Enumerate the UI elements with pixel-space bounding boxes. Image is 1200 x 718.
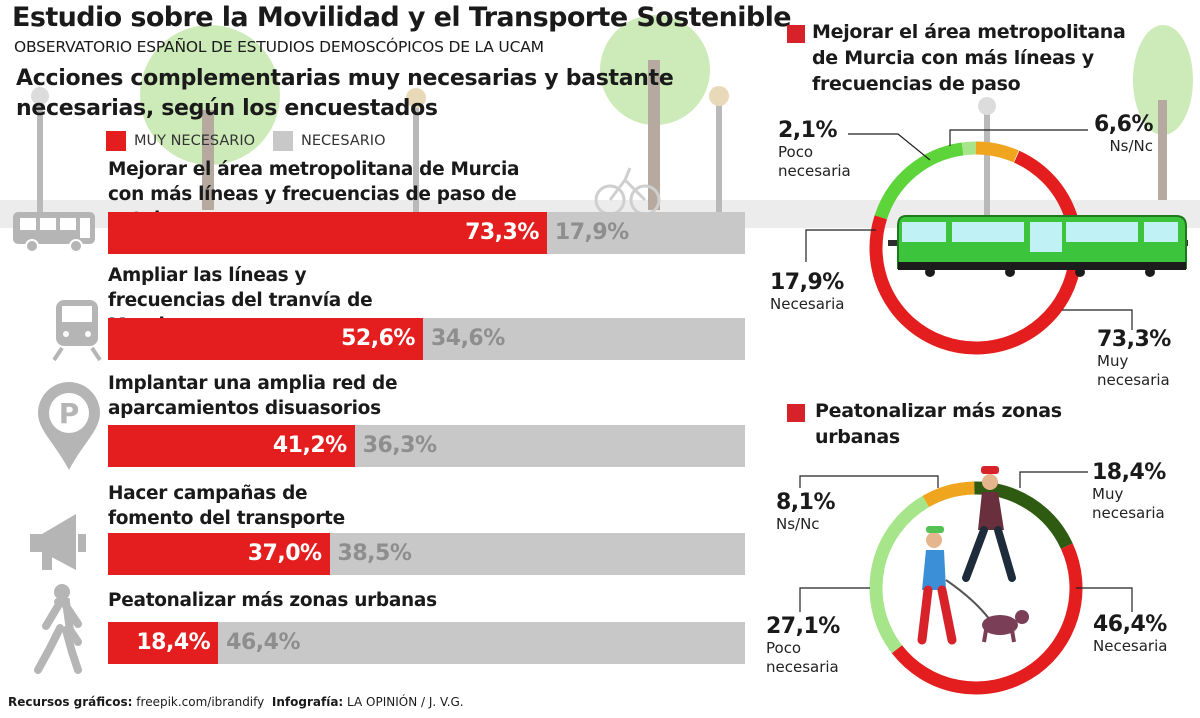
donut1-lbl-nec: Necesaria [770, 295, 845, 313]
donut1-title-marker [787, 25, 805, 43]
svg-text:P: P [59, 397, 80, 430]
donut2-lbl-muy: Muy necesaria [1092, 485, 1165, 522]
chart-legend: MUY NECESARIO NECESARIO [106, 131, 404, 151]
bar-muy-value: 37,0% [247, 541, 322, 566]
bar-necesario-value: 38,5% [337, 541, 412, 566]
tree-illustration [140, 15, 1193, 210]
donut1-pct-muy: 73,3% [1097, 327, 1171, 352]
bar-muy-necesario [108, 318, 423, 360]
footer-resources-label: Recursos gráficos: [8, 695, 133, 709]
donut2-label-nec: 46,4% Necesaria [1093, 612, 1167, 656]
street-lamp [984, 110, 990, 230]
page-subtitle: OBSERVATORIO ESPAÑOL DE ESTUDIOS DEMOSCÓ… [14, 38, 544, 56]
street-lamp [31, 86, 729, 212]
donut1-lbl-poco: Poco necesaria [778, 143, 851, 180]
pedestrian-icon [34, 584, 82, 674]
footer-resources-value: freepik.com/ibrandify [136, 695, 265, 709]
bar-necesario-value: 34,6% [430, 326, 505, 351]
donut1-pct-poco: 2,1% [778, 118, 838, 143]
bar-muy-value: 52,6% [341, 326, 415, 351]
donut1-pct-nsnc: 6,6% [1094, 112, 1154, 137]
footer-infographic-value: LA OPINIÓN / J. V.G. [347, 695, 464, 709]
donut1-label-poco: 2,1% Poco necesaria [778, 118, 868, 181]
bar-muy-value: 41,2% [272, 433, 347, 458]
legend-swatch-muy [106, 131, 126, 151]
donut1-label-muy: 73,3% Muy necesaria [1097, 327, 1177, 390]
donut2-label-poco: 27,1% Poco necesaria [766, 614, 846, 677]
donut1-pct-nec: 17,9% [770, 270, 844, 295]
donut2-label-nsnc: 8,1% Ns/Nc [776, 490, 836, 534]
bar-muy-necesario [108, 622, 219, 664]
bar-necesario-value: 17,9% [554, 220, 629, 245]
bar-muy-necesario [108, 212, 547, 254]
bar-muy-value: 18,4% [136, 630, 211, 655]
donut2-label-muy: 18,4% Muy necesaria [1092, 460, 1172, 523]
bar-muy-necesario [108, 533, 330, 575]
donut2-pct-muy: 18,4% [1092, 460, 1166, 485]
bar-muy-value: 73,3% [465, 220, 539, 245]
donut2-lbl-nec: Necesaria [1093, 637, 1168, 655]
legend-label-muy: MUY NECESARIO [134, 133, 256, 149]
donut2-title: Peatonalizar más zonas urbanas [815, 400, 1062, 448]
street-lamp [978, 97, 996, 115]
footer-infographic-label: Infografía: [271, 695, 344, 709]
bar-muy-necesario [108, 425, 355, 467]
section-heading: Acciones complementarias muy necesarias … [16, 66, 674, 121]
bar-category-label: Implantar una amplia red de aparcamiento… [108, 373, 398, 419]
donut2-pct-nsnc: 8,1% [776, 490, 836, 515]
donut2-title-marker [787, 404, 805, 422]
donut2-lbl-poco: Poco necesaria [766, 639, 839, 676]
donut1-title: Mejorar el área metropolitana de Murcia … [812, 21, 1126, 95]
legend-swatch-necesario [273, 131, 294, 151]
donut1-label-nsnc: 6,6% Ns/Nc [1094, 112, 1154, 156]
footer-credits: Recursos gráficos: freepik.com/ibrandify… [8, 695, 464, 709]
megaphone-icon [30, 514, 86, 570]
bar-necesario-value: 46,4% [226, 630, 300, 655]
legend-label-necesario: NECESARIO [301, 133, 386, 149]
donut2-pct-poco: 27,1% [766, 614, 840, 639]
donut2-pct-nec: 46,4% [1093, 612, 1167, 637]
donut1-lbl-muy: Muy necesaria [1097, 352, 1170, 389]
donut2-lbl-nsnc: Ns/Nc [776, 515, 820, 533]
donut1-label-nec: 17,9% Necesaria [770, 270, 844, 314]
bar-category-label: Peatonalizar más zonas urbanas [108, 590, 437, 611]
bus-icon [13, 212, 95, 253]
donut1-lbl-nsnc: Ns/Nc [1109, 137, 1154, 155]
bar-necesario-value: 36,3% [362, 433, 437, 458]
tram-icon [52, 300, 102, 362]
page-title: Estudio sobre la Movilidad y el Transpor… [12, 2, 792, 33]
parking-location-icon: P [38, 382, 100, 470]
